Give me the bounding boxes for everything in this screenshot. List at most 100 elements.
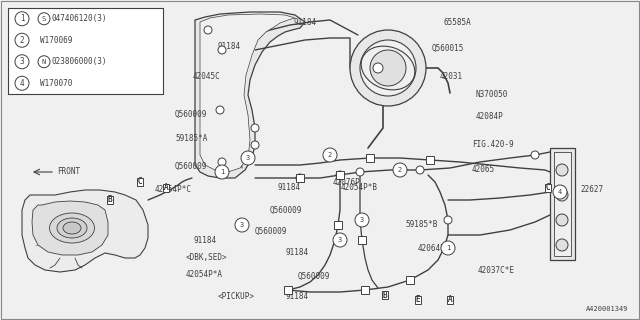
Text: 91184: 91184 bbox=[218, 42, 241, 51]
Text: 4: 4 bbox=[558, 189, 562, 195]
Bar bbox=[336, 171, 344, 179]
Circle shape bbox=[218, 158, 226, 166]
Text: B: B bbox=[383, 291, 387, 300]
Polygon shape bbox=[32, 201, 108, 255]
Text: 42045C: 42045C bbox=[193, 72, 221, 81]
Circle shape bbox=[323, 148, 337, 162]
Circle shape bbox=[15, 76, 29, 90]
Text: <DBK,SED>: <DBK,SED> bbox=[186, 253, 228, 262]
Circle shape bbox=[444, 216, 452, 224]
Bar bbox=[545, 184, 551, 192]
Circle shape bbox=[360, 40, 416, 96]
Bar bbox=[550, 148, 575, 260]
Polygon shape bbox=[200, 14, 295, 172]
Text: 3: 3 bbox=[20, 57, 24, 66]
Text: A420001349: A420001349 bbox=[586, 306, 628, 312]
Circle shape bbox=[215, 165, 229, 179]
Circle shape bbox=[333, 233, 347, 247]
Circle shape bbox=[355, 213, 369, 227]
Text: S: S bbox=[42, 16, 46, 22]
Bar bbox=[426, 156, 434, 164]
Circle shape bbox=[416, 166, 424, 174]
Bar bbox=[296, 174, 304, 182]
Text: 2: 2 bbox=[398, 167, 402, 173]
Polygon shape bbox=[195, 12, 305, 178]
Text: W170070: W170070 bbox=[40, 79, 72, 88]
Circle shape bbox=[393, 163, 407, 177]
Text: Q560009: Q560009 bbox=[298, 272, 330, 281]
Circle shape bbox=[241, 151, 255, 165]
Circle shape bbox=[556, 164, 568, 176]
Text: 42054P*A: 42054P*A bbox=[186, 270, 223, 279]
Circle shape bbox=[556, 214, 568, 226]
Circle shape bbox=[370, 50, 406, 86]
Bar bbox=[382, 291, 388, 299]
Text: C: C bbox=[546, 183, 550, 193]
Text: B: B bbox=[108, 196, 112, 204]
Circle shape bbox=[350, 30, 426, 106]
Text: 91184: 91184 bbox=[278, 183, 301, 192]
Text: 91184: 91184 bbox=[285, 292, 308, 301]
Text: 42032: 42032 bbox=[358, 76, 381, 85]
Text: 42084P: 42084P bbox=[476, 112, 504, 121]
Text: C: C bbox=[546, 183, 550, 193]
Text: 047406120(3): 047406120(3) bbox=[52, 14, 108, 23]
Bar bbox=[406, 276, 414, 284]
Bar bbox=[415, 296, 421, 304]
Bar bbox=[284, 286, 292, 294]
Text: Q560009: Q560009 bbox=[175, 162, 207, 171]
Text: 4: 4 bbox=[20, 79, 24, 88]
Text: 65585A: 65585A bbox=[444, 18, 472, 27]
Circle shape bbox=[336, 171, 344, 179]
Circle shape bbox=[556, 189, 568, 201]
Bar bbox=[366, 154, 374, 162]
Bar bbox=[107, 196, 113, 204]
Circle shape bbox=[531, 151, 539, 159]
Ellipse shape bbox=[57, 218, 87, 238]
Bar bbox=[361, 286, 369, 294]
Circle shape bbox=[441, 241, 455, 255]
Circle shape bbox=[218, 46, 226, 54]
Circle shape bbox=[251, 124, 259, 132]
Text: C: C bbox=[138, 178, 142, 187]
Text: B: B bbox=[108, 196, 112, 204]
Ellipse shape bbox=[49, 213, 95, 243]
Text: 1: 1 bbox=[446, 245, 450, 251]
Text: Q560009: Q560009 bbox=[175, 110, 207, 119]
Text: 91184: 91184 bbox=[285, 248, 308, 257]
Text: 22627: 22627 bbox=[580, 185, 603, 194]
Circle shape bbox=[38, 13, 50, 25]
Circle shape bbox=[235, 218, 249, 232]
Text: A: A bbox=[164, 183, 168, 193]
Text: 42031: 42031 bbox=[440, 72, 463, 81]
Text: N: N bbox=[42, 59, 46, 65]
Text: A: A bbox=[448, 295, 452, 305]
Circle shape bbox=[38, 56, 50, 68]
Text: 42025: 42025 bbox=[373, 98, 396, 107]
Circle shape bbox=[251, 141, 259, 149]
Text: 59185*B: 59185*B bbox=[405, 220, 437, 229]
Bar bbox=[358, 236, 366, 244]
Circle shape bbox=[216, 106, 224, 114]
Text: A: A bbox=[164, 183, 168, 193]
Text: B: B bbox=[383, 291, 387, 300]
Circle shape bbox=[204, 26, 212, 34]
Text: 1: 1 bbox=[220, 169, 224, 175]
Circle shape bbox=[556, 239, 568, 251]
Bar bbox=[163, 184, 169, 192]
Text: 42054P*B: 42054P*B bbox=[341, 183, 378, 192]
Text: 3: 3 bbox=[246, 155, 250, 161]
Text: 42065: 42065 bbox=[472, 165, 495, 174]
Text: 42054P*C: 42054P*C bbox=[155, 185, 192, 194]
Polygon shape bbox=[22, 190, 148, 272]
Text: E: E bbox=[416, 295, 420, 305]
Text: <PICKUP>: <PICKUP> bbox=[218, 292, 255, 301]
Text: W170069: W170069 bbox=[40, 36, 72, 45]
Text: 2: 2 bbox=[328, 152, 332, 158]
Bar bbox=[447, 296, 453, 304]
Text: 42076P: 42076P bbox=[333, 178, 361, 187]
Circle shape bbox=[15, 12, 29, 26]
Text: 91184: 91184 bbox=[293, 18, 316, 27]
Text: Q560009: Q560009 bbox=[255, 227, 287, 236]
Ellipse shape bbox=[63, 222, 81, 234]
